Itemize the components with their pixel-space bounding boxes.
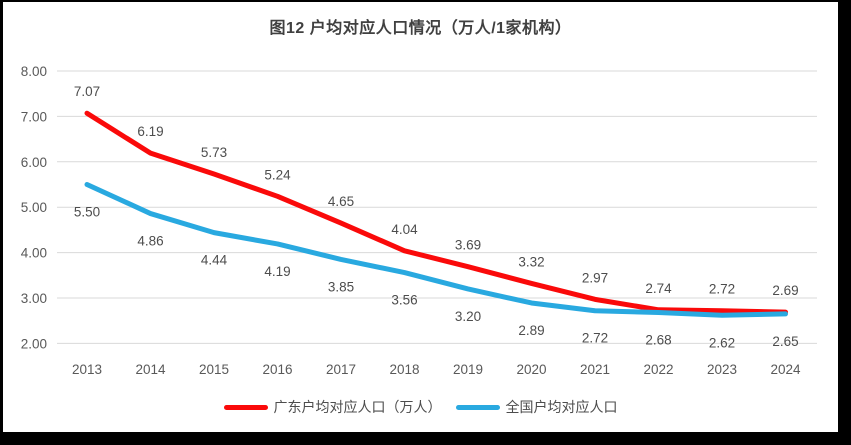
legend-item: 广东户均对应人口（万人） bbox=[223, 397, 442, 417]
data-label: 2.74 bbox=[645, 281, 672, 296]
y-axis-tick-label: 4.00 bbox=[21, 246, 47, 261]
series-line bbox=[84, 182, 788, 318]
chart-title: 图12 户均对应人口情况（万人/1家机构） bbox=[269, 20, 572, 37]
data-label: 5.73 bbox=[201, 145, 227, 160]
data-label: 4.04 bbox=[391, 222, 418, 237]
data-label: 7.07 bbox=[74, 84, 100, 99]
data-label: 3.20 bbox=[455, 309, 481, 324]
data-label: 5.24 bbox=[264, 167, 291, 182]
y-axis-tick-label: 3.00 bbox=[21, 291, 47, 306]
x-axis-tick-label: 2013 bbox=[72, 362, 102, 377]
data-label: 2.65 bbox=[772, 334, 798, 349]
x-axis-tick-label: 2021 bbox=[580, 362, 610, 377]
legend-line-swatch bbox=[223, 404, 268, 410]
x-axis-tick-label: 2016 bbox=[262, 362, 292, 377]
data-label: 4.44 bbox=[201, 253, 228, 268]
data-label: 4.65 bbox=[328, 194, 354, 209]
line-chart: 8.00 7.00 6.00 5.00 4.00 3.00 2.00 2013 2014 2015… bbox=[21, 64, 817, 377]
chart-panel: 图12 户均对应人口情况（万人/1家机构） 8.00 7.00 6.00 5.00 4.… bbox=[3, 2, 838, 432]
x-axis-tick-label: 2024 bbox=[770, 362, 801, 377]
series-line bbox=[84, 110, 788, 315]
x-axis-tick-label: 2018 bbox=[389, 362, 419, 377]
data-label: 2.89 bbox=[518, 323, 544, 338]
y-axis-tick-label: 2.00 bbox=[21, 336, 47, 351]
legend-label: 广东户均对应人口（万人） bbox=[273, 399, 442, 415]
data-label: 2.97 bbox=[582, 270, 608, 285]
data-label: 2.69 bbox=[772, 283, 798, 298]
x-axis-tick-label: 2020 bbox=[516, 362, 546, 377]
y-axis-tick-label: 6.00 bbox=[21, 155, 47, 170]
x-axis-tick-label: 2014 bbox=[135, 362, 166, 377]
data-label: 6.19 bbox=[137, 124, 163, 139]
data-label: 2.72 bbox=[582, 331, 608, 346]
data-label: 3.69 bbox=[455, 238, 481, 253]
data-label: 4.19 bbox=[264, 264, 290, 279]
legend-label: 全国户均对应人口 bbox=[505, 399, 618, 415]
legend-line-swatch bbox=[455, 404, 500, 410]
data-label: 2.68 bbox=[645, 333, 671, 348]
x-axis-tick-label: 2015 bbox=[199, 362, 229, 377]
x-axis-tick-label: 2023 bbox=[707, 362, 737, 377]
data-label: 2.72 bbox=[709, 282, 735, 297]
legend-item: 全国户均对应人口 bbox=[455, 397, 618, 417]
data-label: 3.56 bbox=[391, 293, 417, 308]
x-axis-tick-label: 2019 bbox=[453, 362, 483, 377]
x-axis-tick-label: 2022 bbox=[643, 362, 673, 377]
data-label: 4.86 bbox=[137, 234, 163, 249]
data-label: 3.32 bbox=[518, 254, 544, 269]
y-axis-tick-label: 8.00 bbox=[21, 64, 47, 79]
x-axis-tick-label: 2017 bbox=[326, 362, 356, 377]
chart-legend: 广东户均对应人口（万人） 全国户均对应人口 bbox=[3, 394, 838, 420]
data-label: 2.62 bbox=[709, 335, 735, 350]
y-axis-tick-label: 7.00 bbox=[21, 109, 47, 124]
y-axis-tick-label: 5.00 bbox=[21, 200, 47, 215]
data-label: 3.85 bbox=[328, 279, 354, 294]
data-label: 5.50 bbox=[74, 205, 100, 220]
